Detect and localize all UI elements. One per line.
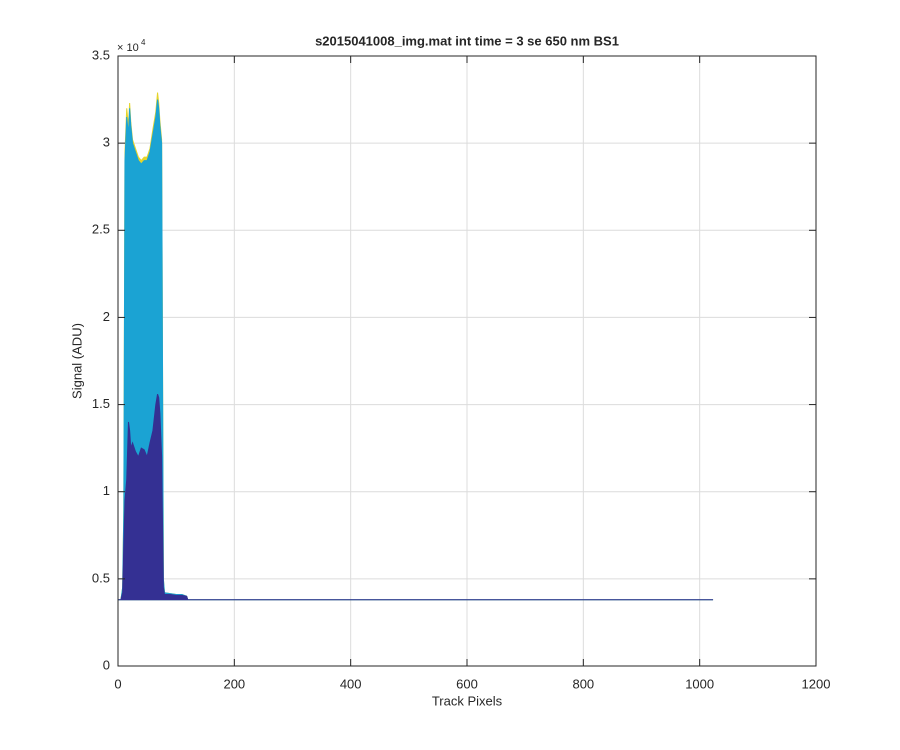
chart-title: s2015041008_img.mat int time = 3 se 650 … — [315, 33, 619, 48]
y-tick-label: 1.5 — [92, 396, 110, 411]
y-tick-label: 2 — [103, 309, 110, 324]
x-axis-label: Track Pixels — [432, 693, 503, 708]
x-tick-label: 400 — [340, 676, 362, 691]
x-tick-label: 0 — [114, 676, 121, 691]
y-multiplier-exponent: 4 — [141, 38, 146, 47]
y-tick-label: 3.5 — [92, 47, 110, 62]
x-tick-label: 1000 — [685, 676, 714, 691]
x-tick-label: 1200 — [802, 676, 831, 691]
x-tick-label: 200 — [223, 676, 245, 691]
y-tick-label: 1 — [103, 483, 110, 498]
y-tick-label: 2.5 — [92, 222, 110, 237]
y-multiplier: × 10 — [117, 42, 139, 54]
signal-trace — [118, 393, 714, 601]
x-tick-label: 600 — [456, 676, 478, 691]
x-tick-label: 800 — [572, 676, 594, 691]
signal-trace — [118, 99, 714, 601]
y-tick-label: 0.5 — [92, 570, 110, 585]
y-tick-label: 3 — [103, 135, 110, 150]
y-axis-label: Signal (ADU) — [69, 323, 84, 399]
y-tick-label: 0 — [103, 657, 110, 672]
